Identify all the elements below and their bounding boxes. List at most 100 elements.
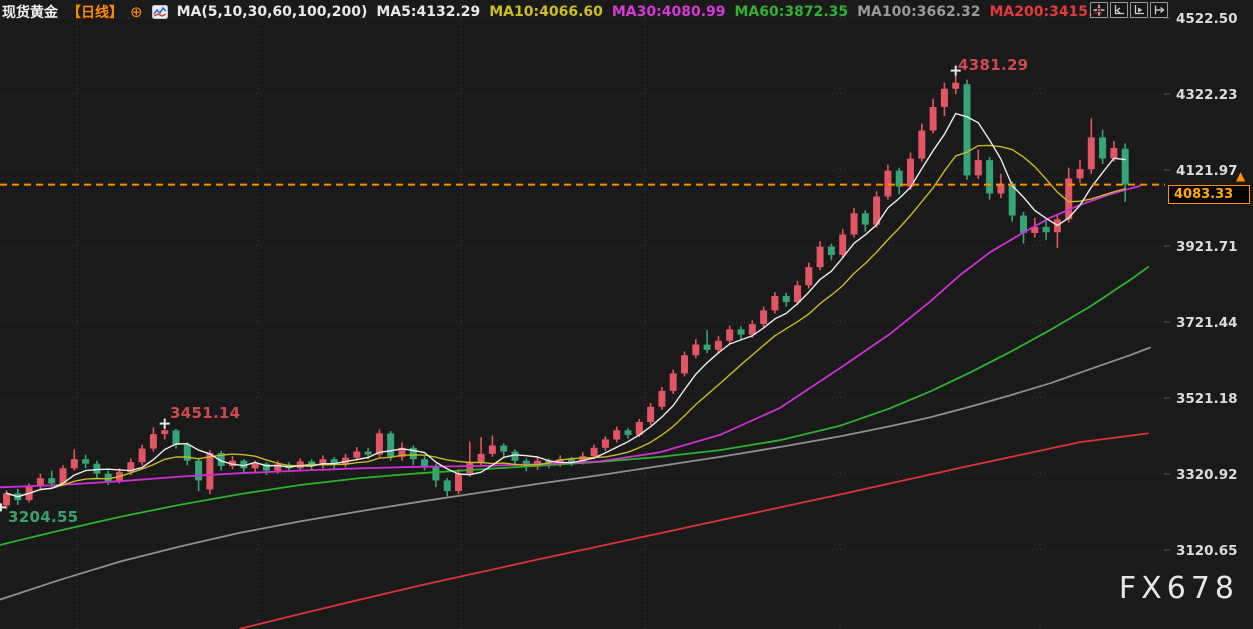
candle (3, 493, 10, 506)
candle (488, 445, 496, 454)
candle (1087, 137, 1095, 170)
candle (36, 478, 44, 487)
ma-settings-label: MA(5,10,30,60,100,200) (176, 4, 368, 20)
candle (907, 158, 914, 187)
axis-label: 4121.97 (1176, 163, 1238, 179)
candle (1065, 178, 1073, 220)
ma30-line (0, 184, 1141, 489)
candle (613, 430, 621, 440)
candle (127, 462, 135, 473)
candle (974, 160, 982, 176)
ma200-line (239, 432, 1149, 629)
watermark: FX678 (1118, 571, 1239, 606)
candle (443, 480, 451, 492)
candle (658, 390, 666, 407)
candle (929, 106, 937, 131)
symbol-name[interactable]: 现货黄金 (2, 5, 58, 21)
candle (161, 430, 169, 435)
candle (714, 340, 722, 350)
ma200-value: MA200:3415.4 (989, 4, 1104, 20)
candle (579, 456, 587, 463)
candle (195, 460, 203, 481)
candle (240, 460, 248, 469)
candle (794, 285, 801, 303)
candle (308, 461, 316, 466)
period-selector[interactable]: 【日线】 (67, 5, 123, 21)
axis-label: 3921.71 (1176, 239, 1238, 255)
chart-toolbar: 现货黄金 【日线】 ⊕ MA(5,10,30,60,100,200) MA5:4… (2, 1, 1103, 23)
ma60-value: MA60:3872.35 (734, 4, 849, 20)
scale-left-icon[interactable] (1110, 2, 1128, 18)
ma30-value: MA30:4080.99 (611, 4, 726, 20)
candle (918, 130, 926, 159)
candle (940, 88, 948, 107)
candle (455, 473, 462, 492)
exit-right-icon[interactable] (1150, 2, 1168, 18)
candle (771, 295, 779, 311)
candle (48, 478, 56, 484)
candle (398, 447, 406, 457)
candle (353, 451, 361, 458)
candle (760, 310, 768, 325)
ma5-line (5, 112, 1126, 498)
candle (206, 453, 214, 490)
candle (466, 462, 474, 474)
ma100-value: MA100:3662.32 (857, 4, 981, 20)
price-up-arrow-icon: ▲ (1236, 169, 1246, 183)
candle (477, 453, 485, 463)
candle (217, 453, 225, 466)
candle (375, 433, 383, 455)
circle-plus-icon[interactable]: ⊕ (130, 3, 143, 21)
ma5-value: MA5:4132.29 (376, 4, 481, 20)
candle (748, 324, 756, 335)
candle (1031, 226, 1039, 233)
candle (647, 406, 655, 422)
candle (568, 459, 575, 463)
candle (737, 329, 745, 335)
candle (624, 430, 632, 435)
candle (873, 196, 881, 225)
candle (138, 448, 146, 463)
candle (692, 344, 700, 356)
candle (387, 433, 395, 457)
candle (274, 464, 282, 471)
candle (500, 445, 508, 452)
candle (1020, 215, 1027, 233)
chart-type-icon[interactable] (151, 5, 168, 19)
candle (997, 183, 1005, 194)
chart-tools (1090, 2, 1168, 18)
axis-label: 4322.23 (1176, 87, 1238, 103)
candle (70, 459, 78, 469)
candle (296, 461, 304, 469)
candle (805, 267, 813, 286)
crosshair-icon[interactable] (1090, 2, 1108, 18)
candle (251, 463, 259, 469)
candle (986, 160, 994, 194)
candle (229, 460, 236, 466)
candle (364, 451, 372, 455)
candle (782, 295, 790, 303)
scale-play-icon[interactable] (1130, 2, 1148, 18)
candle (1042, 226, 1050, 233)
candle (681, 355, 688, 374)
candle (816, 246, 824, 268)
current-price-tag: 4083.33 (1168, 185, 1250, 204)
candle (285, 464, 293, 469)
candle (93, 463, 101, 474)
candle (861, 213, 869, 225)
price-annotation: 3451.14 (170, 404, 241, 422)
ma10-value: MA10:4066.60 (489, 4, 603, 20)
ma60-line (0, 266, 1149, 546)
ma10-line (5, 144, 1126, 498)
candle (635, 421, 643, 435)
price-annotation: 4381.29 (958, 56, 1029, 74)
axis-label: 3721.44 (1176, 315, 1238, 331)
candle (59, 468, 67, 484)
candle (421, 459, 429, 466)
candle (1099, 137, 1107, 159)
candle (952, 82, 960, 89)
candle (669, 373, 677, 391)
candle (183, 444, 191, 461)
